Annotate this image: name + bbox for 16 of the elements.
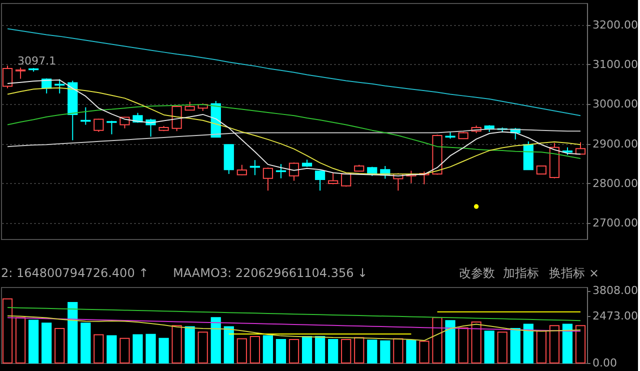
text: MAAMO3: 220629661104.356 ↓ [173, 266, 368, 280]
text: 改参数 [459, 266, 495, 280]
y-tick-label: 2900.00 [592, 137, 638, 150]
y-tick-label: 2700.00 [592, 216, 638, 230]
text: 加指标 [503, 266, 539, 280]
text: × [589, 266, 600, 280]
annotation: 3097.1 [18, 54, 56, 68]
y-tick-label: 3000.00 [592, 98, 638, 111]
y-tick-label: 3808.00 [592, 284, 638, 298]
y-tick-label: 2473.00 [592, 310, 638, 323]
text: 换指标 [549, 266, 585, 280]
text: 2: 164800794726.400 ↑ [1, 266, 149, 280]
y-tick-label: 2800.00 [592, 176, 638, 190]
y-tick-label: 0.00 [592, 356, 617, 370]
y-tick-label: 3100.00 [592, 58, 638, 71]
y-tick-label: 3200.00 [592, 18, 638, 32]
